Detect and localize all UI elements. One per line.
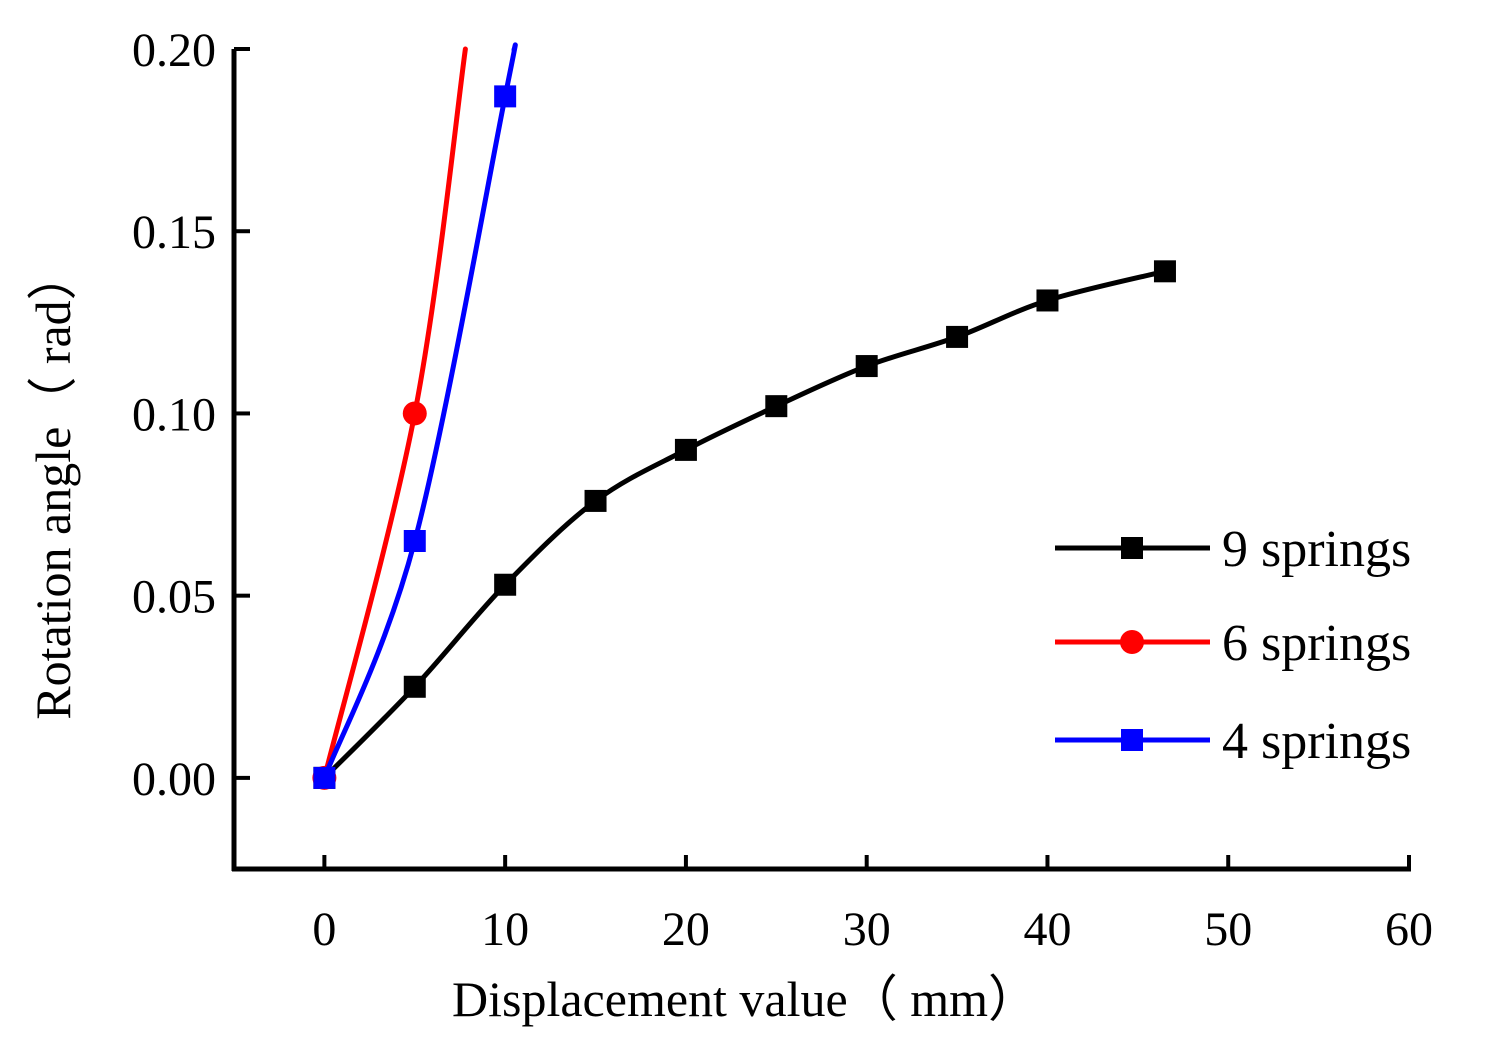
data-point <box>855 355 878 378</box>
y-tick-label: 0.15 <box>132 206 216 259</box>
x-tick-label: 50 <box>1204 903 1252 956</box>
x-tick-label: 40 <box>1023 903 1071 956</box>
data-point <box>313 766 336 789</box>
y-tick-label: 0.20 <box>132 24 216 77</box>
data-point <box>403 530 426 552</box>
y-tick-label: 0.00 <box>132 753 216 806</box>
data-point <box>946 325 969 348</box>
axes <box>231 49 1411 872</box>
legend-item: 9 springs <box>1055 521 1411 578</box>
data-point <box>765 395 788 418</box>
x-axis-title: Displacement value（ mm） <box>452 971 1038 1027</box>
x-tick-label: 30 <box>843 903 891 956</box>
data-point <box>403 675 426 698</box>
y-tick-label: 0.05 <box>132 571 216 624</box>
y-axis-title: Rotation angle（ rad） <box>25 250 81 719</box>
legend-label: 4 springs <box>1222 713 1411 770</box>
data-point <box>674 438 697 461</box>
data-point <box>402 401 427 426</box>
x-tick-label: 10 <box>481 903 529 956</box>
legend: 9 springs 6 springs 4 springs <box>1055 521 1411 770</box>
series-4-springs <box>313 42 518 789</box>
series-layer <box>312 42 1176 790</box>
y-tick-label: 0.10 <box>132 388 216 441</box>
data-point <box>584 489 607 512</box>
data-point <box>494 85 517 108</box>
x-tick-label: 20 <box>662 903 710 956</box>
legend-item: 6 springs <box>1055 615 1411 672</box>
legend-marker <box>1121 537 1143 559</box>
x-tick-label: 60 <box>1385 903 1433 956</box>
data-point <box>1036 289 1059 312</box>
legend-marker <box>1120 630 1144 654</box>
legend-marker <box>1121 729 1143 751</box>
x-ticks: 0 10 20 30 40 50 60 <box>312 855 1433 956</box>
data-point <box>494 573 517 596</box>
legend-label: 9 springs <box>1222 521 1411 578</box>
series-line <box>321 268 1168 781</box>
series-line <box>321 42 518 781</box>
legend-label: 6 springs <box>1222 615 1411 672</box>
x-tick-label: 0 <box>312 903 336 956</box>
y-ticks: 0.00 0.05 0.10 0.15 0.20 <box>132 24 250 806</box>
data-point <box>1153 260 1176 283</box>
legend-item: 4 springs <box>1055 713 1411 770</box>
series-9-springs <box>313 260 1176 789</box>
